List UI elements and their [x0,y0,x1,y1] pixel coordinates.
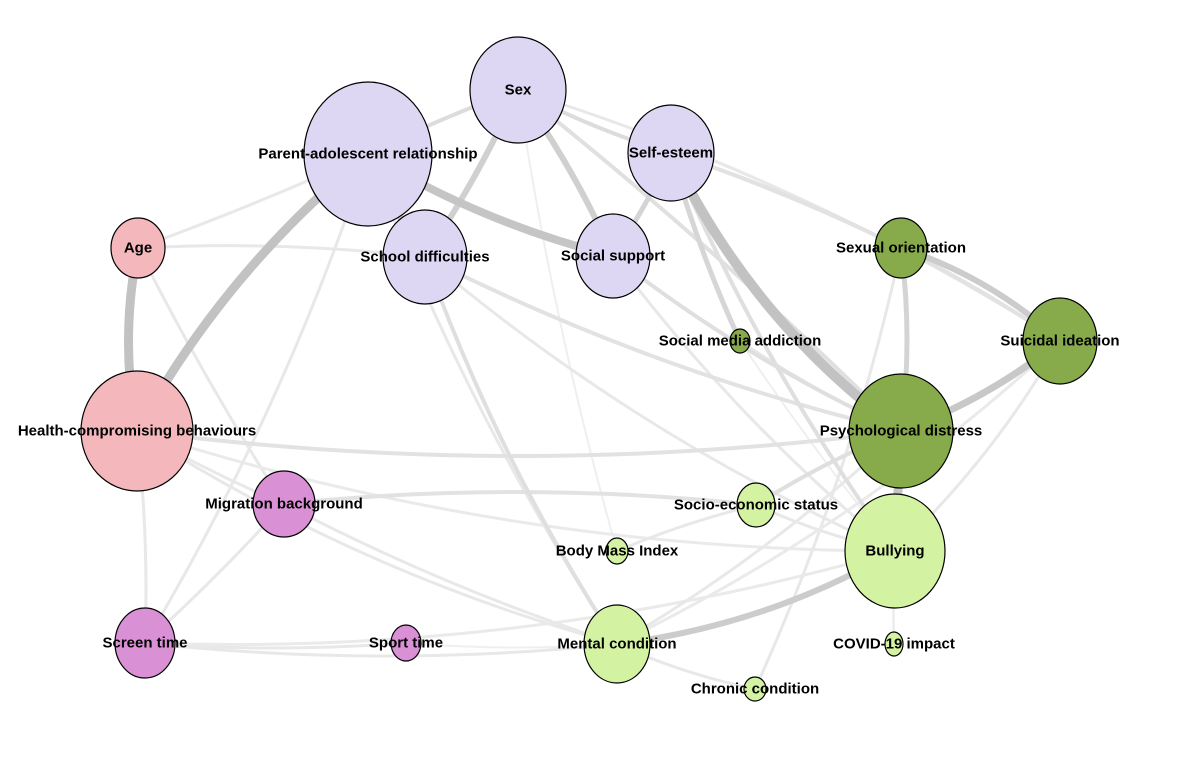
label-screen-time: Screen time [102,635,187,652]
node-bullying [844,493,946,609]
edge-migration-background--mental-condition [282,502,619,646]
edge-screen-time--mental-condition [143,641,619,658]
node-suicidal-ideation [1022,297,1098,385]
label-body-mass-index: Body Mass Index [556,543,679,560]
node-self-esteem [627,104,715,202]
node-mental-condition [583,604,651,684]
node-screen-time [114,607,176,679]
edge-parent-adolescent-relationship--screen-time [143,152,370,645]
label-suicidal-ideation: Suicidal ideation [1000,333,1119,350]
label-social-support: Social support [561,248,665,265]
node-socio-economic-status [736,482,776,528]
node-body-mass-index [605,537,629,565]
edge-screen-time--bullying [143,549,897,647]
node-chronic-condition [743,676,767,702]
node-psychological-distress [848,373,954,489]
edge-health-compromising-behaviours--mental-condition [135,429,619,646]
label-bullying: Bullying [865,543,924,560]
label-health-compromising-behaviours: Health-compromising behaviours [18,423,256,440]
label-age: Age [124,240,152,257]
label-sex: Sex [505,82,532,99]
edge-sex--psychological-distress [516,88,903,433]
edge-suicidal-ideation--mental-condition [615,339,1062,646]
node-social-support [575,213,651,299]
label-socio-economic-status: Socio-economic status [674,497,838,514]
node-health-compromising-behaviours [80,370,194,492]
label-layer: Sex Parent-adolescent relationship Self-es… [18,82,1120,698]
node-age [110,217,166,279]
edge-migration-background--socio-economic-status [282,490,758,507]
node-layer [80,36,1098,702]
label-psychological-distress: Psychological distress [820,423,983,440]
node-social-media-addiction [729,328,751,354]
label-school-difficulties: School difficulties [360,249,489,266]
node-parent-adolescent-relationship [303,81,433,227]
label-sexual-orientation: Sexual orientation [836,240,966,257]
node-migration-background [252,470,316,538]
edge-school-difficulties--psychological-distress [423,255,903,433]
node-covid-19-impact [884,631,904,657]
edge-school-difficulties--mental-condition [423,255,619,646]
node-sexual-orientation [874,217,928,279]
node-sport-time [390,624,422,662]
edge-sex--body-mass-index [517,89,618,552]
label-mental-condition: Mental condition [557,636,676,653]
edge-health-compromising-behaviours--psychological-distress [135,429,903,458]
label-social-media-addiction: Social media addiction [659,333,822,350]
label-parent-adolescent-relationship: Parent-adolescent relationship [258,146,477,163]
node-sex [469,36,567,144]
label-chronic-condition: Chronic condition [691,681,819,698]
edge-age--migration-background [136,246,286,506]
edge-social-support--bullying [611,254,897,553]
edge-self-esteem--suicidal-ideation [669,151,1062,343]
label-self-esteem: Self-esteem [629,145,713,162]
label-migration-background: Migration background [205,496,363,513]
node-school-difficulties [382,209,468,305]
label-sport-time: Sport time [369,635,443,652]
label-covid-19-impact: COVID-19 impact [833,636,955,653]
